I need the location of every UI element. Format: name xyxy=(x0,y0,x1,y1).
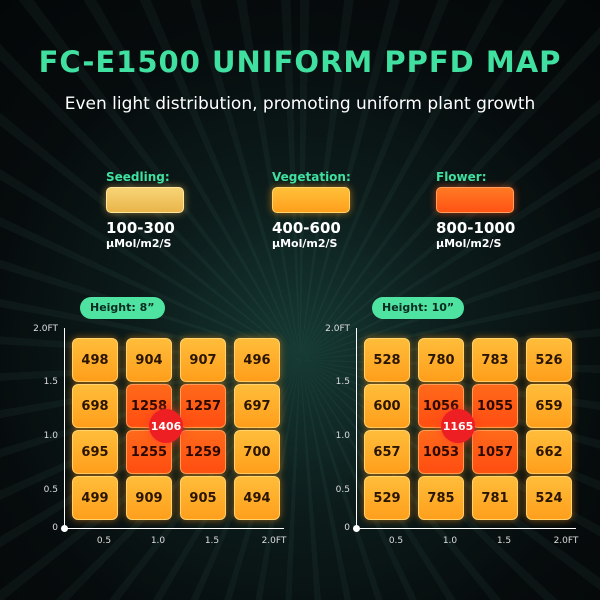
ppfd-cell: 524 xyxy=(526,476,572,520)
ppfd-cell: 662 xyxy=(526,430,572,474)
x-tick-label: 2.0FT xyxy=(261,536,287,546)
x-tick-label: 1.5 xyxy=(204,536,220,546)
ppfd-map-8in: 2.0FT 1.5 1.0 0.5 0 0.5 1.0 1.5 2.0FT 498 904 907 49… xyxy=(20,320,286,550)
axis-origin-dot xyxy=(353,525,360,532)
ppfd-cell: 905 xyxy=(180,476,226,520)
legend-label: Vegetation: xyxy=(272,170,351,184)
legend-unit: μMol/m2/S xyxy=(272,237,338,250)
ppfd-cell: 526 xyxy=(526,338,572,382)
y-tick-label: 1.5 xyxy=(335,377,350,387)
y-axis-line xyxy=(356,328,357,528)
y-tick-label: 2.0FT xyxy=(33,324,58,334)
x-tick-label: 2.0FT xyxy=(553,536,579,546)
ppfd-cell: 909 xyxy=(126,476,172,520)
ppfd-cell: 1057 xyxy=(472,430,518,474)
legend-unit: μMol/m2/S xyxy=(436,237,502,250)
legend-swatch xyxy=(272,187,350,213)
y-axis-line xyxy=(64,328,65,528)
center-ppfd-badge: 1165 xyxy=(441,409,475,443)
height-badge-8in: Height: 8” xyxy=(80,297,165,319)
x-tick-label: 1.0 xyxy=(150,536,166,546)
x-axis-line xyxy=(64,528,284,529)
ppfd-cell: 783 xyxy=(472,338,518,382)
legend-swatch xyxy=(106,187,184,213)
ppfd-map-10in: 2.0FT 1.5 1.0 0.5 0 0.5 1.0 1.5 2.0FT 528 780 783 52… xyxy=(312,320,578,550)
y-tick-label: 2.0FT xyxy=(325,324,350,334)
ppfd-cell: 1259 xyxy=(180,430,226,474)
y-tick-label: 0 xyxy=(52,523,58,533)
ppfd-cell: 697 xyxy=(234,384,280,428)
legend-swatch xyxy=(436,187,514,213)
ppfd-cell: 1257 xyxy=(180,384,226,428)
legend-vegetation: Vegetation: 400-600 μMol/m2/S xyxy=(272,170,402,251)
ppfd-cell: 499 xyxy=(72,476,118,520)
y-tick-label: 1.5 xyxy=(43,377,58,387)
ppfd-cell: 657 xyxy=(364,430,410,474)
ppfd-cell: 528 xyxy=(364,338,410,382)
x-tick-label: 0.5 xyxy=(388,536,404,546)
y-tick-label: 0.5 xyxy=(335,485,350,495)
x-tick-label: 0.5 xyxy=(96,536,112,546)
x-tick-label: 1.0 xyxy=(442,536,458,546)
ppfd-cell: 700 xyxy=(234,430,280,474)
height-badge-10in: Height: 10” xyxy=(372,297,465,319)
ppfd-cell: 907 xyxy=(180,338,226,382)
page-title: FC-E1500 UNIFORM PPFD MAP xyxy=(38,45,562,79)
ppfd-cell: 695 xyxy=(72,430,118,474)
legend-range: 100-300 xyxy=(106,219,175,237)
ppfd-cell: 494 xyxy=(234,476,280,520)
ppfd-cell: 496 xyxy=(234,338,280,382)
y-tick-label: 1.0 xyxy=(43,431,58,441)
center-ppfd-badge: 1406 xyxy=(149,409,183,443)
legend-label: Flower: xyxy=(436,170,487,184)
ppfd-cell: 785 xyxy=(418,476,464,520)
ppfd-cell: 659 xyxy=(526,384,572,428)
x-tick-label: 1.5 xyxy=(496,536,512,546)
y-tick-label: 0.5 xyxy=(43,485,58,495)
ppfd-cell: 780 xyxy=(418,338,464,382)
ppfd-cell: 529 xyxy=(364,476,410,520)
ppfd-cell: 781 xyxy=(472,476,518,520)
x-axis-line xyxy=(356,528,576,529)
legend-flower: Flower: 800-1000 μMol/m2/S xyxy=(436,170,566,251)
ppfd-cell: 1055 xyxy=(472,384,518,428)
y-tick-label: 0 xyxy=(344,523,350,533)
legend-label: Seedling: xyxy=(106,170,170,184)
page-subtitle: Even light distribution, promoting unifo… xyxy=(64,94,536,114)
ppfd-cell: 904 xyxy=(126,338,172,382)
axis-origin-dot xyxy=(61,525,68,532)
legend-seedling: Seedling: 100-300 μMol/m2/S xyxy=(106,170,236,251)
legend-unit: μMol/m2/S xyxy=(106,237,172,250)
ppfd-cell: 698 xyxy=(72,384,118,428)
y-tick-label: 1.0 xyxy=(335,431,350,441)
legend-range: 400-600 xyxy=(272,219,341,237)
ppfd-cell: 498 xyxy=(72,338,118,382)
ppfd-cell: 600 xyxy=(364,384,410,428)
legend-range: 800-1000 xyxy=(436,219,516,237)
